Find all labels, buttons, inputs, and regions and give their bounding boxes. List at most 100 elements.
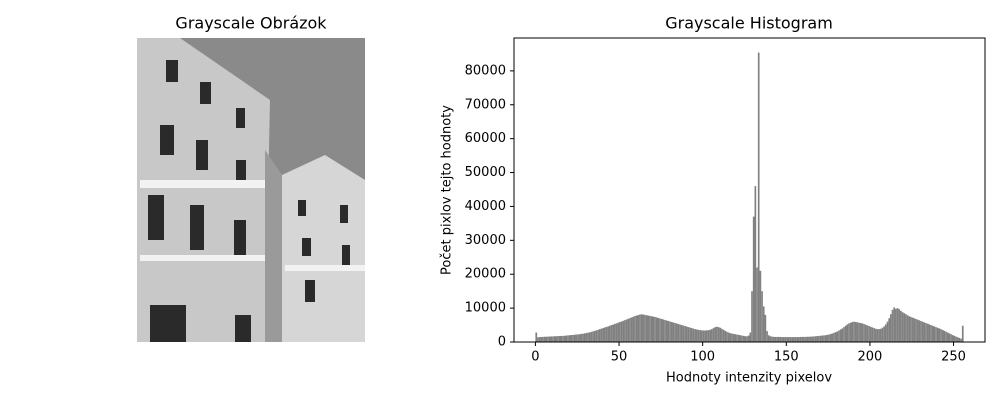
x-tick-label: 250 xyxy=(941,350,966,365)
histogram-bar xyxy=(846,324,849,342)
histogram-bar xyxy=(792,337,795,342)
histogram-bar xyxy=(799,336,802,342)
histogram-bar xyxy=(841,328,844,342)
histogram-bar xyxy=(635,315,638,342)
histogram-bar xyxy=(721,328,723,342)
histogram-bar xyxy=(873,328,875,342)
histogram-bar xyxy=(622,320,625,342)
histogram-bar xyxy=(955,336,957,342)
histogram-bar xyxy=(667,320,670,342)
histogram-bar xyxy=(789,337,792,342)
histogram-bar xyxy=(772,336,775,342)
histogram-bar xyxy=(864,324,867,342)
histogram-bar xyxy=(704,330,707,342)
histogram-bar xyxy=(839,329,842,342)
histogram-bar xyxy=(811,336,814,342)
histogram-bar xyxy=(634,316,636,342)
x-axis-label: Hodnoty intenzity pixelov xyxy=(666,371,832,386)
histogram-bar xyxy=(913,318,916,342)
histogram-bar xyxy=(535,332,538,342)
histogram-bar xyxy=(826,334,829,342)
x-tick-label: 150 xyxy=(774,350,799,365)
histogram-bar xyxy=(719,327,722,342)
histogram-bar xyxy=(776,336,778,342)
histogram-bar xyxy=(607,326,610,342)
histogram-bar xyxy=(587,332,589,342)
histogram-bar xyxy=(732,333,735,342)
histogram-bar xyxy=(629,318,631,342)
histogram-bar xyxy=(669,321,671,342)
histogram-bar xyxy=(908,316,911,342)
histogram-bar xyxy=(578,334,581,342)
histogram-bar xyxy=(766,331,768,342)
histogram-bar xyxy=(903,313,906,342)
histogram-bar xyxy=(893,307,896,342)
histogram-bar xyxy=(727,332,730,342)
histogram-bar xyxy=(652,316,655,342)
histogram-bar xyxy=(906,315,909,342)
histogram-bar xyxy=(863,324,865,342)
histogram-bar xyxy=(895,308,897,342)
histogram-bar xyxy=(644,314,646,342)
y-tick-label: 60000 xyxy=(465,131,506,146)
histogram-bar xyxy=(921,321,924,342)
histogram-bar xyxy=(829,334,832,342)
histogram-bar xyxy=(881,327,884,342)
histogram-bar xyxy=(868,326,870,342)
histogram-bar xyxy=(694,329,696,342)
histogram-bar xyxy=(682,325,685,342)
histogram-bar xyxy=(883,326,885,342)
histogram-bar xyxy=(844,325,847,342)
histogram-bar xyxy=(702,330,705,342)
histogram-bar xyxy=(722,329,725,342)
histogram-bar xyxy=(958,337,961,342)
histogram-bar xyxy=(744,336,747,342)
histogram-bar xyxy=(813,336,815,342)
histogram-bar xyxy=(816,336,819,342)
histogram-bar xyxy=(617,322,620,342)
histogram-bar xyxy=(593,330,596,342)
histogram-bar xyxy=(614,323,616,342)
histogram-bar xyxy=(632,316,635,342)
histogram-bar xyxy=(557,336,559,342)
histogram-bar xyxy=(953,335,956,342)
histogram-bar xyxy=(716,326,718,342)
x-tick-label: 50 xyxy=(611,350,628,365)
histogram-bar xyxy=(637,315,640,342)
histogram-bar xyxy=(592,331,594,342)
histogram-bar xyxy=(687,327,690,342)
histogram-bar xyxy=(650,316,653,342)
histogram-bar xyxy=(741,335,743,342)
histogram-bar xyxy=(620,321,623,342)
histogram-bar xyxy=(690,328,693,342)
histogram-bar xyxy=(808,336,810,342)
histogram-bar xyxy=(660,318,663,342)
histogram-bar xyxy=(662,319,665,342)
histogram-bar xyxy=(731,333,733,342)
histogram-bar xyxy=(575,334,578,342)
histogram-bar xyxy=(804,336,807,342)
histogram-bar xyxy=(582,333,584,342)
histogram-bar xyxy=(625,319,628,342)
histogram-bar xyxy=(898,309,901,342)
histogram-bar xyxy=(717,327,720,342)
histogram-bar xyxy=(729,333,732,342)
histogram-bar xyxy=(930,325,932,342)
histogram-bar xyxy=(603,327,606,342)
histogram-bar xyxy=(685,326,688,342)
histogram-bar xyxy=(538,337,541,342)
histogram-bar xyxy=(615,323,618,342)
histogram-bar xyxy=(585,333,588,342)
histogram-bar xyxy=(796,337,799,342)
histogram-bar xyxy=(871,327,874,342)
histogram-bar xyxy=(828,334,830,342)
histogram-bar xyxy=(746,336,748,342)
histogram-bar xyxy=(537,337,539,342)
histogram-bar xyxy=(938,328,941,342)
histogram-bar xyxy=(928,324,931,342)
histogram-bar xyxy=(926,323,929,342)
y-tick-label: 20000 xyxy=(465,267,506,282)
histogram-bar xyxy=(823,335,825,342)
histogram-bar xyxy=(878,329,880,342)
histogram-bar xyxy=(941,329,944,342)
